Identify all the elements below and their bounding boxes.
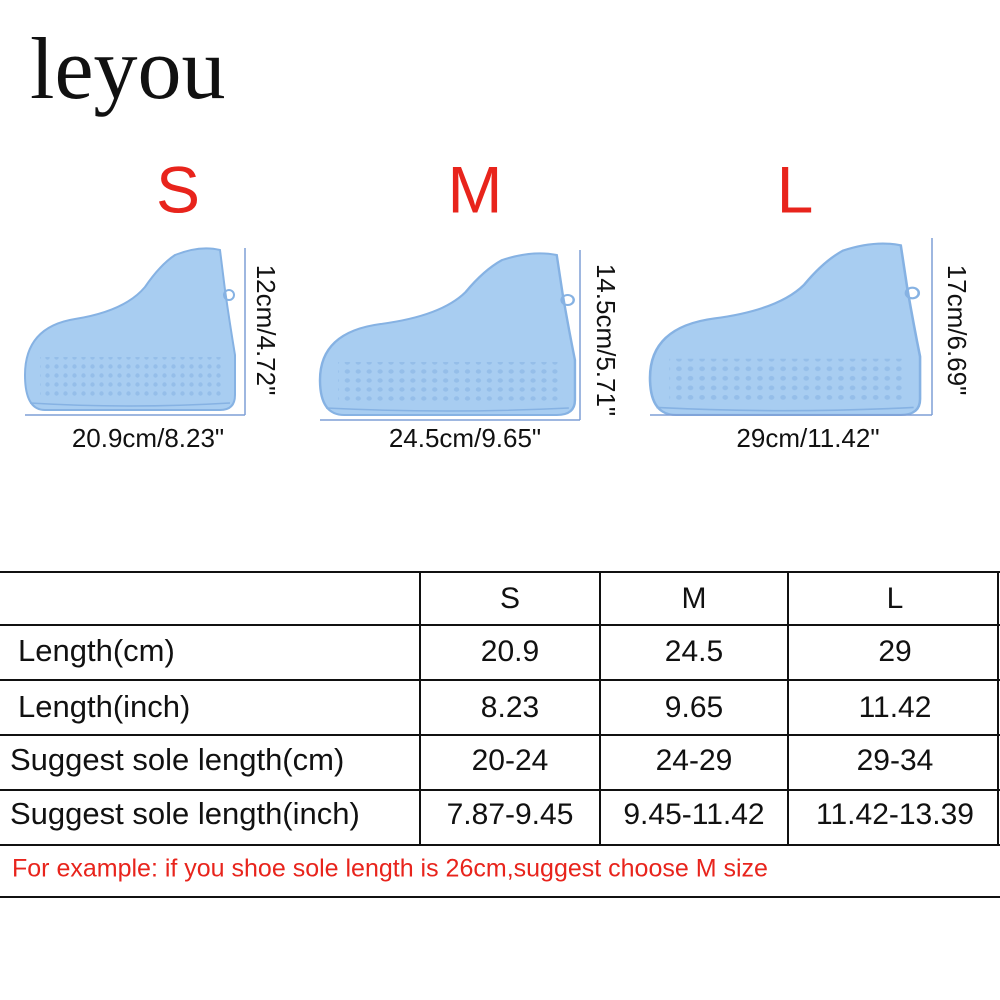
- size-table: For example: if you shoe sole length is …: [0, 571, 1000, 898]
- dimension-lines: [25, 238, 933, 421]
- row-label: Length(cm): [18, 633, 175, 668]
- brand-logo: leyou: [30, 21, 226, 118]
- row-label: Suggest sole length(inch): [10, 796, 360, 831]
- table-cell: 20-24: [472, 744, 549, 777]
- note: For example: if you shoe sole length is …: [12, 855, 768, 883]
- table-cell: 24-29: [656, 744, 733, 777]
- table-header: S: [500, 582, 520, 615]
- table-cell: 11.42-13.39: [816, 798, 974, 831]
- table-cell: 24.5: [665, 635, 723, 668]
- table-cell: 29: [878, 635, 911, 668]
- width-label: 24.5cm/9.65": [389, 423, 541, 453]
- height-label: 12cm/4.72": [251, 265, 281, 396]
- row-label: Length(inch): [18, 689, 190, 724]
- table-cell: 8.23: [481, 691, 539, 724]
- width-label: 20.9cm/8.23": [72, 423, 224, 453]
- table-cell: 7.87-9.45: [447, 798, 574, 831]
- table-cell: 11.42: [859, 691, 932, 724]
- table-cell: 20.9: [481, 635, 539, 668]
- width-label: 29cm/11.42": [736, 423, 879, 453]
- table-cell: 9.65: [665, 691, 723, 724]
- table-cell: 29-34: [857, 744, 934, 777]
- table-header: M: [682, 582, 707, 615]
- table-header: L: [887, 582, 904, 615]
- height-label: 14.5cm/5.71": [591, 264, 621, 416]
- table-cell: 9.45-11.42: [623, 798, 764, 831]
- row-label: Suggest sole length(cm): [10, 742, 344, 777]
- shoe-illustration: [24, 242, 922, 417]
- size-label: M: [448, 152, 503, 226]
- size-label: L: [777, 152, 814, 226]
- height-label: 17cm/6.69": [942, 265, 972, 396]
- size-label: S: [156, 152, 200, 226]
